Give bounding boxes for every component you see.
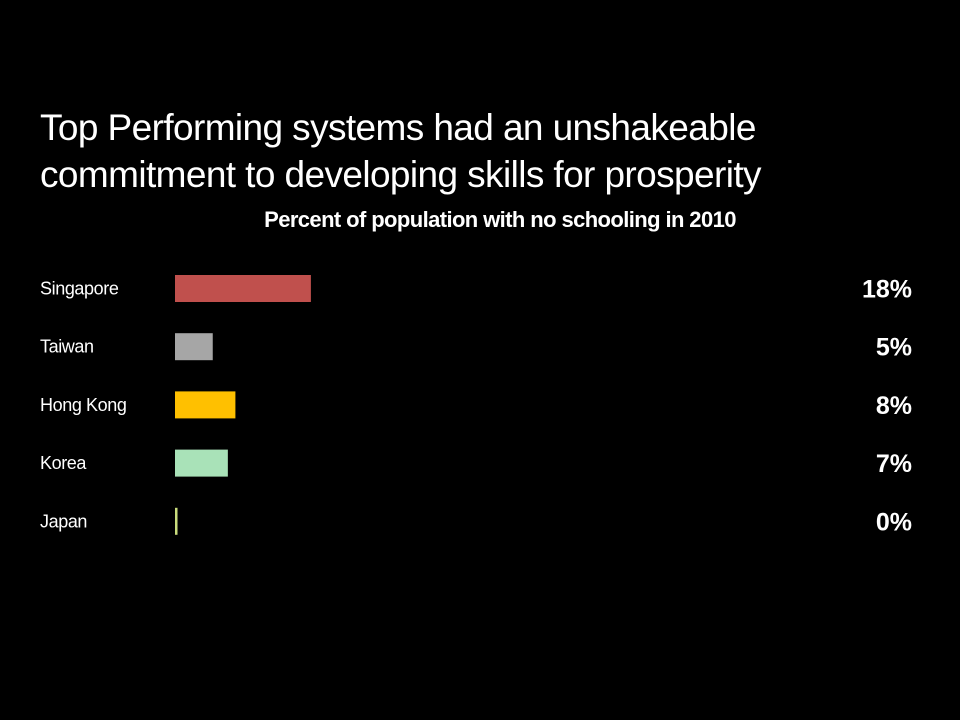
value-label-korea: 7%	[876, 450, 912, 478]
bar-hong-kong	[175, 391, 236, 419]
value-label-japan: 0%	[876, 508, 912, 536]
chart-title: Percent of population with no schooling …	[264, 207, 736, 232]
bar-japan	[175, 507, 178, 535]
slide-title: Top Performing systems had an unshakeabl…	[40, 104, 920, 198]
category-label-singapore: Singapore	[40, 279, 119, 299]
bar-korea	[175, 449, 228, 477]
value-label-singapore: 18%	[862, 276, 912, 304]
slide-title-line-1: Top Performing systems had an unshakeabl…	[40, 107, 756, 148]
category-label-taiwan: Taiwan	[40, 337, 94, 357]
bar-singapore	[175, 275, 311, 302]
value-label-taiwan: 5%	[876, 334, 912, 362]
bar-taiwan	[175, 333, 213, 361]
category-label-hong-kong: Hong Kong	[40, 395, 126, 415]
category-label-japan: Japan	[40, 511, 87, 531]
category-label-korea: Korea	[40, 453, 87, 473]
value-label-hong-kong: 8%	[876, 392, 912, 420]
slide-title-line-2: commitment to developing skills for pros…	[40, 154, 762, 195]
